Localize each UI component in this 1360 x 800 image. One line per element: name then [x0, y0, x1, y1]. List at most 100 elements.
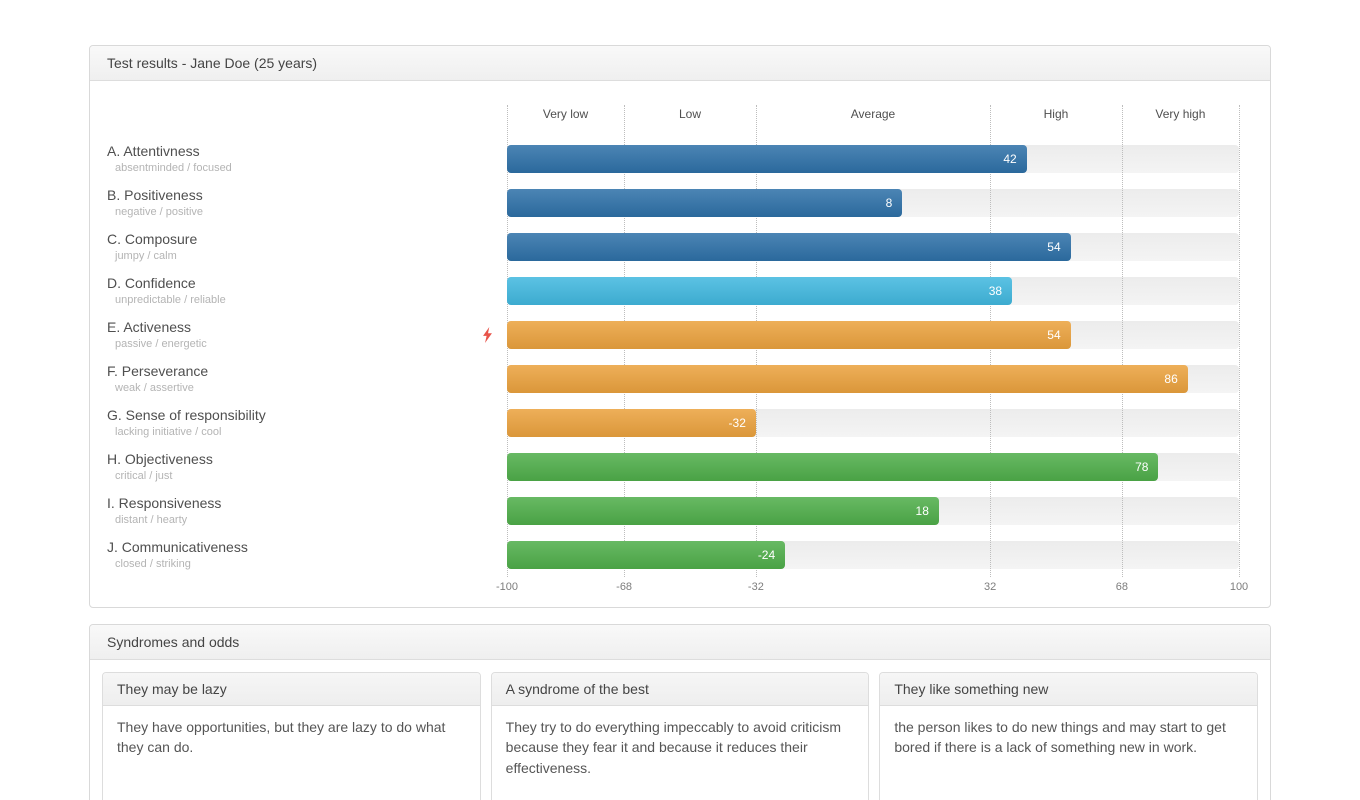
bar-track: 8 [507, 189, 1239, 217]
alert-slot [482, 459, 507, 475]
trait-name: H. Objectiveness [107, 451, 213, 467]
zone-label: Average [850, 107, 896, 121]
alert-slot [482, 327, 507, 343]
syndrome-card-title: A syndrome of the best [491, 673, 869, 706]
trait-label: F. Perseverance weak / assertive [107, 363, 482, 395]
x-axis: -100 -68 -32 32 68 100 [496, 577, 1248, 595]
trait-label: G. Sense of responsibility lacking initi… [107, 407, 482, 439]
trait-name: I. Responsiveness [107, 495, 222, 511]
traits-bar-chart: Very low Low Average High Very high A. Atten… [90, 81, 1270, 607]
syndrome-card-text: the person likes to do new things and ma… [894, 719, 1226, 756]
syndrome-card-title: They may be lazy [103, 673, 480, 706]
results-panel-header: Test results - Jane Doe (25 years) [90, 46, 1270, 81]
zone-labels-row: Very low Low Average High Very high [507, 105, 1239, 137]
bar-track: 86 [507, 365, 1239, 393]
trait-name: G. Sense of responsibility [107, 407, 266, 423]
alert-slot [482, 547, 507, 563]
alert-lightning-icon [483, 327, 492, 343]
trait-scale: critical / just [115, 470, 173, 482]
axis-tick-label: -100 [495, 581, 519, 593]
trait-name: B. Positiveness [107, 187, 203, 203]
bar-value-label: 42 [1003, 152, 1017, 166]
syndrome-card: A syndrome of the best They try to do ev… [490, 672, 870, 800]
trait-scale: distant / hearty [115, 514, 188, 526]
results-panel-title: Test results - Jane Doe (25 years) [107, 55, 318, 71]
bar-value-label: 86 [1164, 372, 1178, 386]
bar-track: 42 [507, 145, 1239, 173]
trait-name: E. Activeness [107, 319, 192, 335]
syndrome-card: They may be lazy They have opportunities… [102, 672, 481, 800]
bar-value-label: 54 [1047, 240, 1061, 254]
axis-tick-label: 32 [983, 581, 997, 593]
trait-scale: closed / striking [115, 558, 191, 570]
trait-bar: -32 [507, 409, 756, 437]
syndromes-panel-header: Syndromes and odds [90, 625, 1270, 660]
bar-value-label: 54 [1047, 328, 1061, 342]
axis-tick-label: 100 [1229, 581, 1249, 593]
trait-label: B. Positiveness negative / positive [107, 187, 482, 219]
trait-bar: 38 [507, 277, 1013, 305]
trait-bar: 78 [507, 453, 1159, 481]
trait-row: A. Attentivness absentminded / focused 4… [107, 137, 1239, 181]
trait-label: C. Composure jumpy / calm [107, 231, 482, 263]
zone-label: High [1043, 107, 1069, 121]
trait-scale: negative / positive [115, 206, 204, 218]
trait-name: F. Perseverance [107, 363, 209, 379]
bar-track: 78 [507, 453, 1239, 481]
bar-value-label: 78 [1135, 460, 1149, 474]
bar-value-label: 18 [915, 504, 929, 518]
gridline [1239, 105, 1240, 577]
trait-label: E. Activeness passive / energetic [107, 319, 482, 351]
trait-label: A. Attentivness absentminded / focused [107, 143, 482, 175]
trait-label: J. Communicativeness closed / striking [107, 539, 482, 571]
alert-slot [482, 151, 507, 167]
zone-label: Very high [1155, 107, 1206, 121]
trait-name: D. Confidence [107, 275, 196, 291]
alert-slot [482, 415, 507, 431]
trait-bar: 42 [507, 145, 1027, 173]
syndrome-card-text: They try to do everything impeccably to … [505, 719, 842, 776]
trait-bar: 54 [507, 321, 1071, 349]
trait-row: G. Sense of responsibility lacking initi… [107, 401, 1239, 445]
bar-value-label: 38 [988, 284, 1003, 298]
trait-bar: 86 [507, 365, 1188, 393]
trait-row: D. Confidence unpredictable / reliable 3… [107, 269, 1239, 313]
trait-scale: absentminded / focused [115, 162, 232, 174]
axis-tick-label: 68 [1115, 581, 1128, 593]
trait-bar: 8 [507, 189, 903, 217]
trait-scale: unpredictable / reliable [115, 294, 226, 306]
trait-label: H. Objectiveness critical / just [107, 451, 482, 483]
syndrome-card-text: They have opportunities, but they are la… [117, 719, 446, 756]
syndrome-cards: They may be lazy They have opportunities… [90, 660, 1270, 800]
trait-row: H. Objectiveness critical / just 78 [107, 445, 1239, 489]
bar-value-label: -24 [757, 548, 776, 562]
bar-track: 54 [507, 321, 1239, 349]
bar-track: 18 [507, 497, 1239, 525]
trait-scale: weak / assertive [115, 382, 194, 394]
trait-row: F. Perseverance weak / assertive 86 [107, 357, 1239, 401]
alert-slot [482, 371, 507, 387]
axis-tick-label: -68 [616, 581, 633, 593]
bar-track: 38 [507, 277, 1239, 305]
trait-bar: 54 [507, 233, 1071, 261]
syndromes-panel-title: Syndromes and odds [107, 634, 240, 650]
alert-slot [482, 283, 507, 299]
axis-tick-label: -32 [747, 581, 764, 593]
bar-track: -32 [507, 409, 1239, 437]
trait-row: I. Responsiveness distant / hearty 18 [107, 489, 1239, 533]
trait-name: J. Communicativeness [107, 539, 248, 555]
zone-label: Very low [542, 107, 589, 121]
trait-label: I. Responsiveness distant / hearty [107, 495, 482, 527]
trait-row: J. Communicativeness closed / striking -… [107, 533, 1239, 577]
trait-label: D. Confidence unpredictable / reliable [107, 275, 482, 307]
bar-track: -24 [507, 541, 1239, 569]
bar-value-label: 8 [885, 196, 893, 210]
trait-scale: jumpy / calm [115, 250, 177, 262]
results-panel: Test results - Jane Doe (25 years) Very … [89, 45, 1271, 608]
trait-bar: -24 [507, 541, 786, 569]
bar-track: 54 [507, 233, 1239, 261]
trait-row: E. Activeness passive / energetic 54 [107, 313, 1239, 357]
alert-slot [482, 503, 507, 519]
alert-slot [482, 239, 507, 255]
syndrome-card: They like something new the person likes… [879, 672, 1258, 800]
